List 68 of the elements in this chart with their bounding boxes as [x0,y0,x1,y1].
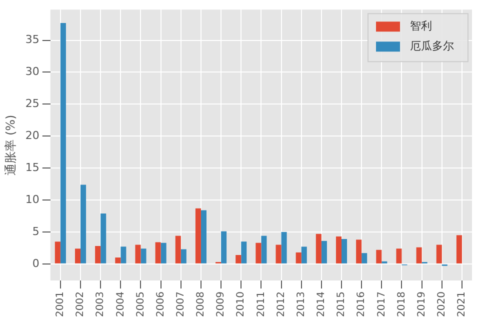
x-tick-label: 2010 [236,292,247,318]
bar [261,236,267,264]
bar [155,242,161,264]
bar [436,244,442,264]
x-tick-label: 2012 [276,292,287,318]
bar [180,249,186,264]
bar [396,248,402,264]
y-tick-label: 20 [25,128,40,142]
x-tick-label: 2017 [376,292,388,318]
x-tick-label: 2002 [75,292,86,318]
bar [100,213,106,264]
bar [115,258,121,264]
bar [376,250,382,264]
bar [175,236,181,264]
x-tick-label: 2003 [95,292,106,318]
y-tick-label: 30 [25,65,40,78]
x-tick-label: 2004 [115,292,126,318]
bar [241,242,247,264]
x-tick-label: 2018 [396,292,408,318]
legend-label: 厄瓜多尔 [410,39,454,52]
bar [321,240,327,264]
bar [362,253,368,264]
bar [281,232,287,264]
bar [200,210,206,264]
bar [140,248,146,264]
x-tick-label: 2007 [175,292,186,318]
x-tick-label: 2011 [256,292,267,318]
y-tick-label: 5 [32,224,40,238]
x-tick-label: 2014 [316,292,328,318]
bar [74,248,81,264]
x-tick-label: 2015 [336,292,348,318]
bar [416,247,422,264]
bar [160,242,166,264]
bar [316,234,322,264]
y-tick-label: 25 [25,97,40,110]
bar [276,244,282,264]
bar [356,240,362,264]
x-tick-label: 2008 [196,292,207,318]
x-tick-label: 2005 [135,292,146,318]
x-tick-label: 2019 [416,292,428,318]
bar [135,244,141,264]
x-tick-label: 2006 [155,292,166,318]
bar [221,231,227,264]
bar [236,254,242,264]
bar [120,246,126,264]
legend-label: 智利 [410,19,432,32]
bar [296,252,302,264]
bar [301,246,307,264]
y-tick-label: 0 [32,256,40,270]
bar [95,246,101,264]
bar [336,236,342,264]
x-tick-label: 2020 [436,292,448,318]
x-tick-label: 2013 [296,292,307,318]
y-axis-title: 通胀率 (%) [3,114,18,176]
bar [80,184,86,264]
bar [54,242,60,264]
bar [60,23,66,264]
y-tick-label: 10 [25,192,40,206]
x-tick-label: 2021 [456,292,468,318]
bar [456,235,462,264]
x-tick-label: 2016 [356,292,368,318]
x-tick-label: 2001 [55,292,66,318]
y-tick-label: 35 [25,33,40,46]
x-tick-label: 2009 [216,292,227,318]
bar [256,242,262,264]
bar [342,239,348,264]
bar [195,208,201,264]
y-tick-label: 15 [25,160,40,174]
